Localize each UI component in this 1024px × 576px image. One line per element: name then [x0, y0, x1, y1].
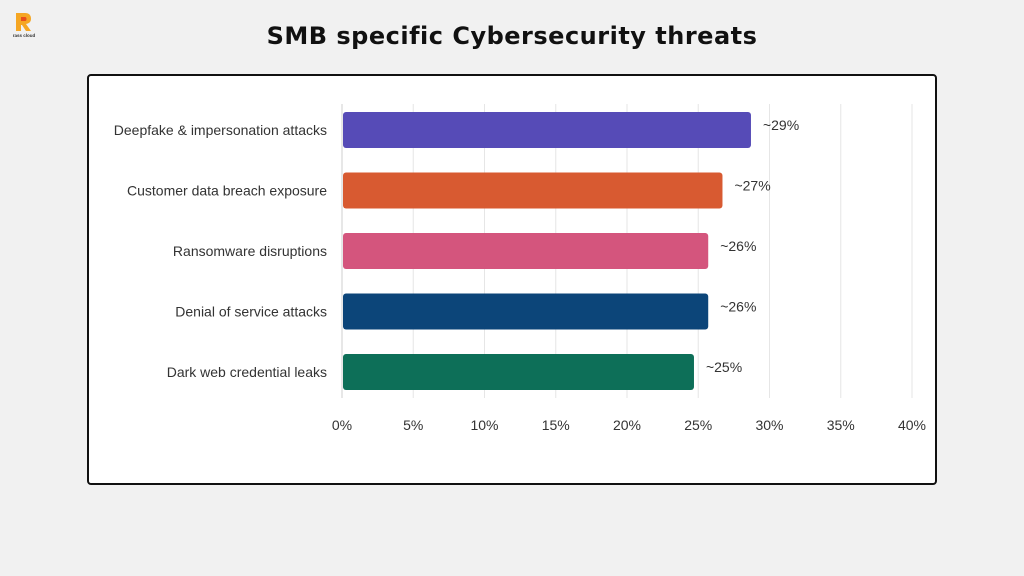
brand-logo: rass cloud	[9, 11, 39, 41]
category-label: Dark web credential leaks	[167, 364, 327, 380]
x-tick-label: 0%	[332, 417, 352, 433]
category-label: Ransomware disruptions	[173, 243, 327, 259]
logo-text: rass cloud	[12, 33, 36, 38]
bar	[343, 354, 694, 390]
data-label: ~26%	[720, 238, 756, 254]
x-tick-label: 20%	[613, 417, 641, 433]
x-tick-label: 25%	[684, 417, 712, 433]
x-tick-label: 35%	[827, 417, 855, 433]
category-label: Deepfake & impersonation attacks	[114, 122, 327, 138]
data-label: ~29%	[763, 117, 799, 133]
x-tick-label: 15%	[542, 417, 570, 433]
bar	[343, 172, 723, 209]
bar	[343, 233, 709, 269]
data-label: ~25%	[706, 359, 742, 375]
bar	[343, 112, 751, 148]
category-label: Denial of service attacks	[175, 304, 327, 320]
page-title: SMB specific Cybersecurity threats	[266, 22, 758, 50]
chart-card: 0% 5% 10% 15% 20% 25% 30% 35% 40% Deepfake & impe…	[87, 74, 937, 485]
x-tick-label: 10%	[470, 417, 498, 433]
data-label: ~27%	[734, 178, 770, 194]
bar	[343, 293, 709, 330]
x-tick-label: 30%	[755, 417, 783, 433]
x-tick-label: 40%	[898, 417, 926, 433]
logo-r-icon	[16, 13, 31, 31]
bar-chart: 0% 5% 10% 15% 20% 25% 30% 35% 40% Deepfake & impe…	[114, 104, 926, 433]
x-tick-label: 5%	[403, 417, 423, 433]
data-label: ~26%	[720, 299, 756, 315]
category-label: Customer data breach exposure	[127, 183, 327, 199]
